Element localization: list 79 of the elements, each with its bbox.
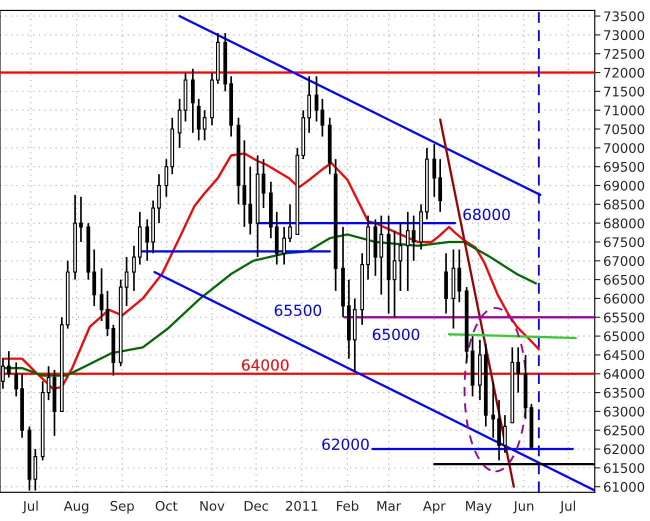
- annotation: 65000: [372, 328, 420, 340]
- candlestick: [196, 98, 201, 142]
- candlestick: [432, 143, 436, 198]
- candlestick: [145, 218, 150, 262]
- x-tick-label: Mar: [377, 501, 402, 511]
- y-tick-label: 67500: [604, 237, 644, 248]
- candlestick: [92, 248, 96, 307]
- x-tick-label: Sep: [110, 500, 134, 514]
- candlestick: [178, 98, 182, 149]
- y-tick-label: 63500: [604, 388, 644, 398]
- candlestick: [379, 214, 384, 296]
- candlestick: [288, 203, 292, 243]
- candlestick: [314, 75, 318, 122]
- y-tick-label: 68500: [604, 200, 644, 210]
- x-tick-label: Jun: [513, 501, 534, 514]
- y-tick-label: 66000: [604, 294, 644, 304]
- y-tick-label: 65500: [604, 312, 644, 322]
- y-tick-label: 63000: [604, 406, 644, 417]
- candlestick: [100, 267, 104, 322]
- candlestick: [516, 346, 520, 394]
- y-tick-label: 70000: [604, 143, 644, 154]
- candlestick: [164, 158, 168, 198]
- y-tick-label: 71500: [604, 86, 644, 97]
- candlestick: [202, 109, 207, 142]
- candlestick: [248, 166, 252, 236]
- y-tick-label: 72000: [604, 68, 644, 78]
- x-tick-label: Dec: [244, 501, 268, 511]
- y-tick-label: 68000: [604, 218, 644, 228]
- candlestick: [46, 365, 50, 401]
- annotation: 68000: [463, 208, 510, 220]
- candlestick: [106, 290, 110, 337]
- candlestick: [392, 230, 396, 318]
- candlestick: [398, 222, 402, 292]
- candlestick: [438, 158, 442, 213]
- ref-line-label: 64000: [242, 359, 288, 371]
- candlestick: [132, 244, 136, 292]
- y-tick-label: 65000: [604, 331, 644, 342]
- y-tick-label: 73500: [604, 11, 644, 22]
- candlestick: [124, 256, 128, 307]
- x-tick-label: Feb: [337, 500, 358, 511]
- y-tick-label: 72500: [604, 48, 644, 59]
- candlestick: [307, 75, 312, 134]
- x-tick-label: May: [466, 501, 492, 514]
- candlestick: [320, 98, 324, 138]
- x-tick-label: Jul: [560, 500, 575, 514]
- x-tick-label: Oct: [156, 500, 178, 511]
- y-tick-label: 71000: [604, 105, 644, 116]
- y-tick-label: 70500: [604, 124, 644, 134]
- y-tick-label: 69500: [604, 162, 644, 172]
- y-tick-label: 64500: [604, 350, 644, 360]
- annotation: 65500: [274, 304, 322, 316]
- candlestick: [242, 139, 246, 228]
- x-tick-label: Apr: [422, 501, 446, 514]
- candlestick: [6, 350, 11, 378]
- y-tick-label: 66500: [604, 274, 644, 285]
- candlestick: [491, 380, 496, 439]
- x-tick-label: Aug: [64, 501, 88, 514]
- candlestick: [503, 414, 507, 454]
- candlestick: [157, 173, 161, 224]
- y-tick-label: 69000: [604, 180, 644, 191]
- y-tick-label: 62000: [604, 444, 644, 454]
- y-tick-label: 64000: [604, 368, 644, 379]
- annotation: 62000: [322, 438, 369, 450]
- y-tick-label: 62500: [604, 425, 644, 436]
- candlestick: [406, 211, 410, 292]
- y-tick-label: 61000: [604, 482, 644, 492]
- candlestick: [412, 214, 416, 262]
- x-tick-label: Nov: [200, 501, 224, 511]
- candlestick: [457, 248, 462, 304]
- x-tick-label: Jul: [22, 500, 38, 514]
- candlestick: [79, 196, 83, 243]
- candlestick: [14, 362, 18, 398]
- y-tick-label: 67000: [604, 256, 644, 266]
- y-tick-label: 73000: [604, 30, 644, 40]
- candlestick: [262, 158, 266, 209]
- candlestick: [282, 226, 286, 266]
- x-tick-label: 2011: [286, 500, 318, 511]
- candlestick: [190, 68, 195, 134]
- y-tick-label: 61500: [604, 463, 644, 474]
